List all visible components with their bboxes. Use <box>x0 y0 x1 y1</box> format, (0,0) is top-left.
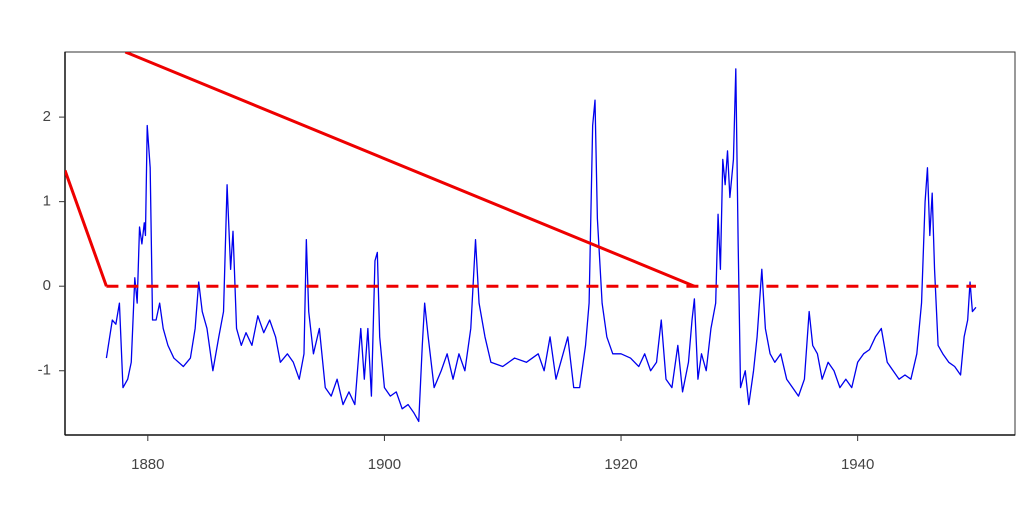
plot-frame <box>64 51 1016 436</box>
y-tick-label: 1 <box>43 193 51 210</box>
y-tick-label: 0 <box>43 277 51 294</box>
series-line <box>105 68 977 423</box>
x-tick-label: 1940 <box>841 456 874 473</box>
x-tick-label: 1920 <box>604 456 637 473</box>
y-tick-label: 2 <box>43 108 51 125</box>
series-line <box>65 52 695 288</box>
series-layer <box>65 52 977 423</box>
x-tick-label: 1900 <box>368 456 401 473</box>
x-tick-label: 1880 <box>131 456 164 473</box>
y-tick-label: -1 <box>38 362 51 379</box>
